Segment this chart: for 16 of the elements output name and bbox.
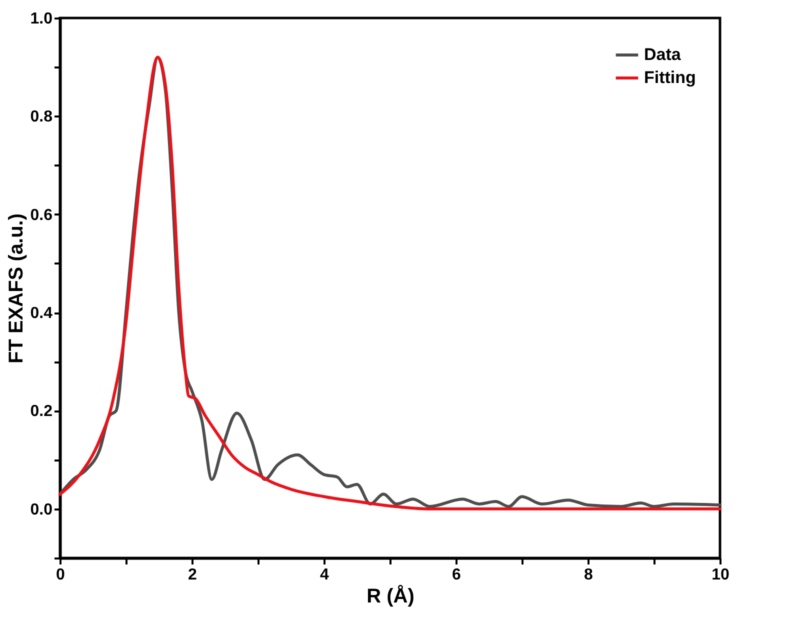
x-tick-label: 6 [452, 566, 462, 584]
y-tick-label: 0.0 [30, 501, 53, 518]
x-axis-title: R (Å) [366, 584, 414, 608]
x-tick-label: 0 [56, 566, 66, 584]
legend-label: Data [644, 45, 682, 64]
y-tick-label: 0.4 [30, 305, 53, 322]
y-tick-label: 0.2 [30, 403, 53, 420]
x-tick-label: 4 [320, 566, 330, 584]
x-tick-label: 10 [712, 566, 730, 584]
x-tick-label: 2 [188, 566, 198, 584]
y-tick-label: 1.0 [30, 10, 53, 28]
y-axis-title: FT EXAFS (a.u.) [5, 214, 28, 364]
legend-label: Fitting [644, 68, 696, 87]
x-tick-label: 8 [584, 566, 594, 584]
y-tick-label: 0.6 [30, 206, 53, 224]
y-tick-label: 0.8 [30, 108, 53, 126]
